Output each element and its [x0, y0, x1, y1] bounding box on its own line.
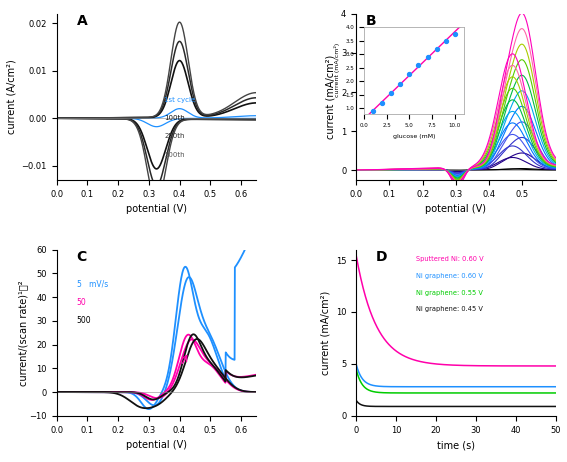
- Text: A: A: [77, 14, 87, 29]
- Text: D: D: [376, 250, 387, 264]
- Text: 100th: 100th: [164, 115, 185, 121]
- X-axis label: potential (V): potential (V): [126, 204, 187, 214]
- X-axis label: time (s): time (s): [437, 440, 475, 450]
- Text: Sputtered Ni: 0.60 V: Sputtered Ni: 0.60 V: [416, 256, 484, 262]
- Y-axis label: current (mA/cm²): current (mA/cm²): [325, 55, 336, 139]
- Text: Ni graphene: 0.55 V: Ni graphene: 0.55 V: [416, 290, 483, 296]
- Text: 500th: 500th: [164, 152, 185, 158]
- Text: B: B: [366, 14, 376, 29]
- Y-axis label: current (A/cm²): current (A/cm²): [6, 60, 16, 134]
- Text: 500: 500: [77, 316, 91, 325]
- Y-axis label: current/(scan rate)¹˸²: current/(scan rate)¹˸²: [18, 280, 28, 386]
- Y-axis label: current (mA/cm²): current (mA/cm²): [320, 291, 331, 375]
- Text: Ni graphene: 0.60 V: Ni graphene: 0.60 V: [416, 273, 483, 279]
- Text: Ni graphene: 0.45 V: Ni graphene: 0.45 V: [416, 306, 483, 312]
- X-axis label: potential (V): potential (V): [425, 204, 486, 214]
- Text: 250th: 250th: [164, 134, 185, 140]
- Text: 5   mV/s: 5 mV/s: [77, 279, 108, 288]
- Text: 1st cycle: 1st cycle: [164, 97, 196, 103]
- X-axis label: potential (V): potential (V): [126, 440, 187, 450]
- Text: C: C: [77, 250, 87, 264]
- Text: 50: 50: [77, 298, 86, 306]
